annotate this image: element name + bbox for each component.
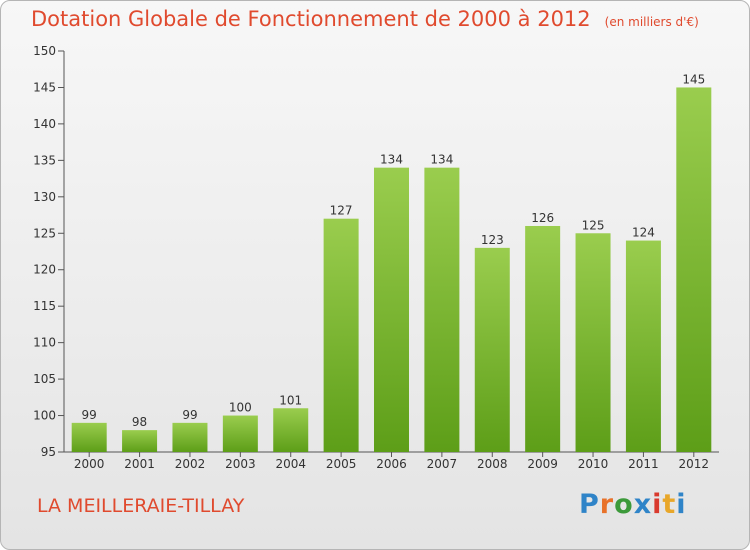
bar — [172, 422, 208, 452]
y-tick-label: 95 — [41, 445, 56, 459]
bar — [424, 167, 460, 452]
logo-letter: P — [579, 489, 600, 520]
bar-value-label: 127 — [330, 204, 353, 218]
bar — [273, 408, 309, 452]
x-axis: 2000 2001 2002 2003 2004 2005 2006 2007 2008 2009… — [64, 451, 719, 471]
x-tick-label: 2001 — [124, 457, 155, 471]
chart-title-text: Dotation Globale de Fonctionnement de 20… — [31, 7, 591, 31]
x-tick-label: 2009 — [527, 457, 558, 471]
x-tick-label: 2008 — [477, 457, 508, 471]
bar-value-label: 124 — [632, 226, 655, 240]
bar-value-label: 123 — [481, 233, 504, 247]
y-tick-label: 150 — [33, 44, 56, 58]
bar — [222, 415, 258, 452]
x-tick-label: 2000 — [74, 457, 105, 471]
x-tick-label: 2007 — [427, 457, 458, 471]
bar-value-label: 134 — [430, 153, 453, 167]
logo-letter: i — [676, 489, 687, 520]
bar-value-label: 101 — [279, 393, 302, 407]
logo-letter: o — [614, 489, 634, 520]
bar-value-label: 145 — [682, 72, 705, 86]
x-tick-label: 2003 — [225, 457, 256, 471]
proxiti-logo[interactable]: Proxiti — [579, 489, 687, 520]
bar-value-label: 100 — [229, 401, 252, 415]
bar — [575, 233, 611, 452]
logo-letter: r — [599, 489, 615, 520]
y-tick-label: 105 — [33, 372, 56, 386]
logo-letter: i — [652, 489, 663, 520]
bar — [525, 225, 561, 452]
bar-value-label: 134 — [380, 153, 403, 167]
bar — [374, 167, 409, 452]
value-labels: 99 98 99 100 101 127 134 134 123 126 125 124 145 — [82, 72, 706, 429]
bars — [71, 87, 712, 453]
bar — [676, 87, 712, 453]
bar-value-label: 125 — [582, 218, 605, 232]
y-tick-label: 110 — [33, 336, 56, 350]
bar — [474, 247, 510, 452]
bar-value-label: 98 — [132, 415, 147, 429]
commune-name: LA MEILLERAIE-TILLAY — [37, 495, 245, 517]
chart-title: Dotation Globale de Fonctionnement de 20… — [31, 7, 699, 31]
y-axis: 95 100 105 110 115 120 125 130 135 140 145 150 — [33, 44, 65, 459]
bar-value-label: 126 — [531, 211, 554, 225]
y-tick-label: 135 — [33, 153, 56, 167]
bar — [122, 430, 158, 452]
y-tick-label: 120 — [33, 263, 56, 277]
x-tick-label: 2011 — [628, 457, 659, 471]
chart-subtitle: (en milliers d'€) — [604, 15, 699, 29]
x-tick-label: 2005 — [326, 457, 357, 471]
y-tick-label: 130 — [33, 190, 56, 204]
y-tick-label: 145 — [33, 80, 56, 94]
logo-letter: t — [662, 489, 677, 520]
bar-value-label: 99 — [82, 408, 97, 422]
y-tick-label: 115 — [33, 299, 56, 313]
x-tick-label: 2006 — [376, 457, 407, 471]
y-tick-label: 140 — [33, 117, 56, 131]
x-tick-label: 2012 — [679, 457, 710, 471]
y-tick-label: 100 — [33, 409, 56, 423]
bar — [323, 218, 359, 452]
x-tick-label: 2010 — [578, 457, 609, 471]
bar-value-label: 99 — [182, 408, 197, 422]
x-tick-label: 2004 — [275, 457, 306, 471]
bar — [71, 422, 107, 452]
bar — [625, 240, 661, 452]
x-tick-label: 2002 — [175, 457, 206, 471]
y-tick-label: 125 — [33, 226, 56, 240]
logo-letter: x — [633, 489, 653, 520]
